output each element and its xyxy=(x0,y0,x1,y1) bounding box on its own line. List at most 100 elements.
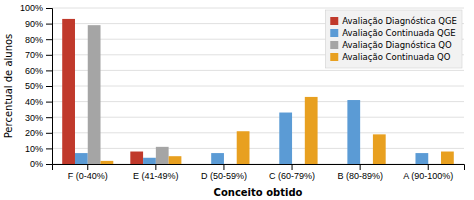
y-tick: 90% xyxy=(25,19,52,29)
x-tick-label: A (90-100%) xyxy=(403,171,453,181)
x-tick: E (41-49%) xyxy=(133,164,179,181)
y-tick-label: 10% xyxy=(25,144,43,154)
x-tick-label: F (0-40%) xyxy=(68,171,108,181)
legend-label: Avaliação Continuada QO xyxy=(342,52,450,62)
y-axis-line xyxy=(46,9,53,165)
bar xyxy=(335,164,348,165)
legend-swatch xyxy=(330,53,338,61)
y-tick-label: 30% xyxy=(25,113,43,123)
grid xyxy=(52,8,464,164)
y-tick-mark xyxy=(46,39,52,40)
bar xyxy=(88,25,101,164)
x-tick-label: C (60-79%) xyxy=(269,171,315,181)
bar-series xyxy=(88,25,169,164)
x-tick-mark xyxy=(428,164,429,170)
grid-line xyxy=(52,117,464,118)
bar xyxy=(130,152,143,164)
bar-series xyxy=(62,19,143,164)
x-tick-mark xyxy=(155,164,156,170)
x-tick: F (0-40%) xyxy=(68,164,108,181)
grid-line xyxy=(52,70,464,71)
y-tick-mark xyxy=(46,86,52,87)
x-tick: D (50-59%) xyxy=(201,164,247,181)
bar xyxy=(169,156,182,164)
y-tick-mark xyxy=(46,70,52,71)
bar xyxy=(237,131,250,164)
y-tick-label: 60% xyxy=(25,66,43,76)
y-tick: 40% xyxy=(25,97,52,107)
y-tick: 20% xyxy=(25,128,52,138)
plot: 0% 10% 20% 30% 40% 50% 60% 70% 80% 90% 100% F (0-40… xyxy=(20,3,465,181)
bar-series xyxy=(75,100,428,164)
y-tick-label: 70% xyxy=(25,50,43,60)
y-tick-mark xyxy=(46,117,52,118)
y-tick-label: 80% xyxy=(25,35,43,45)
x-tick-mark xyxy=(360,164,361,170)
x-axis: F (0-40%) E (41-49%) D (50-59%) C (60-79%) B… xyxy=(53,164,465,181)
y-tick-mark xyxy=(46,102,52,103)
grid-line xyxy=(52,132,464,133)
bar xyxy=(360,164,373,165)
bar xyxy=(143,158,156,164)
y-tick: 30% xyxy=(25,113,52,123)
legend-swatch xyxy=(330,41,338,49)
y-tick-mark xyxy=(46,55,52,56)
y-tick-label: 50% xyxy=(25,81,43,91)
legend-item: Avaliação Diagnóstica QO xyxy=(330,40,452,50)
bar xyxy=(373,134,386,164)
bar xyxy=(75,153,88,164)
x-tick: C (60-79%) xyxy=(269,164,315,181)
bar xyxy=(224,164,237,165)
y-tick: 60% xyxy=(25,66,52,76)
y-tick-label: 0% xyxy=(30,159,43,169)
bar xyxy=(101,161,114,164)
grid-line xyxy=(52,101,464,102)
bar xyxy=(347,100,360,164)
legend-label: Avaliação Continuada QGE xyxy=(342,28,455,38)
bar-series xyxy=(101,97,454,164)
bar xyxy=(415,153,428,164)
y-tick-mark xyxy=(46,133,52,134)
y-axis: 0% 10% 20% 30% 40% 50% 60% 70% 80% 90% 100% xyxy=(20,3,53,169)
bars xyxy=(62,19,454,164)
x-tick-label: E (41-49%) xyxy=(133,171,179,181)
y-tick: 0% xyxy=(30,159,52,169)
grid-line xyxy=(52,86,464,87)
y-tick-mark xyxy=(46,148,52,149)
legend-item: Avaliação Continuada QGE xyxy=(330,28,455,38)
bar xyxy=(403,164,416,165)
bar xyxy=(305,97,318,164)
grid-line xyxy=(52,148,464,149)
bar xyxy=(62,19,75,164)
y-tick: 10% xyxy=(25,144,52,154)
chart: 0% 10% 20% 30% 40% 50% 60% 70% 80% 90% 100% F (0-40… xyxy=(0,0,474,200)
legend-item: Avaliação Diagnóstica QGE xyxy=(330,16,457,26)
bar xyxy=(211,153,224,164)
y-tick-mark xyxy=(46,164,52,165)
y-tick: 100% xyxy=(20,3,52,13)
bar xyxy=(428,164,441,165)
x-tick: A (90-100%) xyxy=(403,164,453,181)
legend-label: Avaliação Diagnóstica QO xyxy=(342,40,452,50)
x-axis-line xyxy=(53,165,465,171)
legend-swatch xyxy=(330,29,338,37)
legend: Avaliação Diagnóstica QGE Avaliação Conti… xyxy=(325,10,462,68)
bar xyxy=(267,164,280,165)
bar xyxy=(156,147,169,164)
bar xyxy=(279,113,292,164)
y-tick-label: 20% xyxy=(25,128,43,138)
y-axis-title: Percentual de alunos xyxy=(3,34,14,139)
bar xyxy=(441,152,454,164)
bar xyxy=(292,164,305,165)
legend-item: Avaliação Continuada QO xyxy=(330,52,450,62)
y-tick: 50% xyxy=(25,81,52,91)
legend-swatch xyxy=(330,17,338,25)
y-tick-label: 40% xyxy=(25,97,43,107)
y-tick-mark xyxy=(46,24,52,25)
x-tick: B (80-89%) xyxy=(337,164,383,181)
y-tick: 70% xyxy=(25,50,52,60)
y-tick-label: 100% xyxy=(20,3,43,13)
x-tick-label: B (80-89%) xyxy=(337,171,383,181)
bar xyxy=(198,164,211,165)
x-axis-title: Conceito obtido xyxy=(214,187,303,198)
